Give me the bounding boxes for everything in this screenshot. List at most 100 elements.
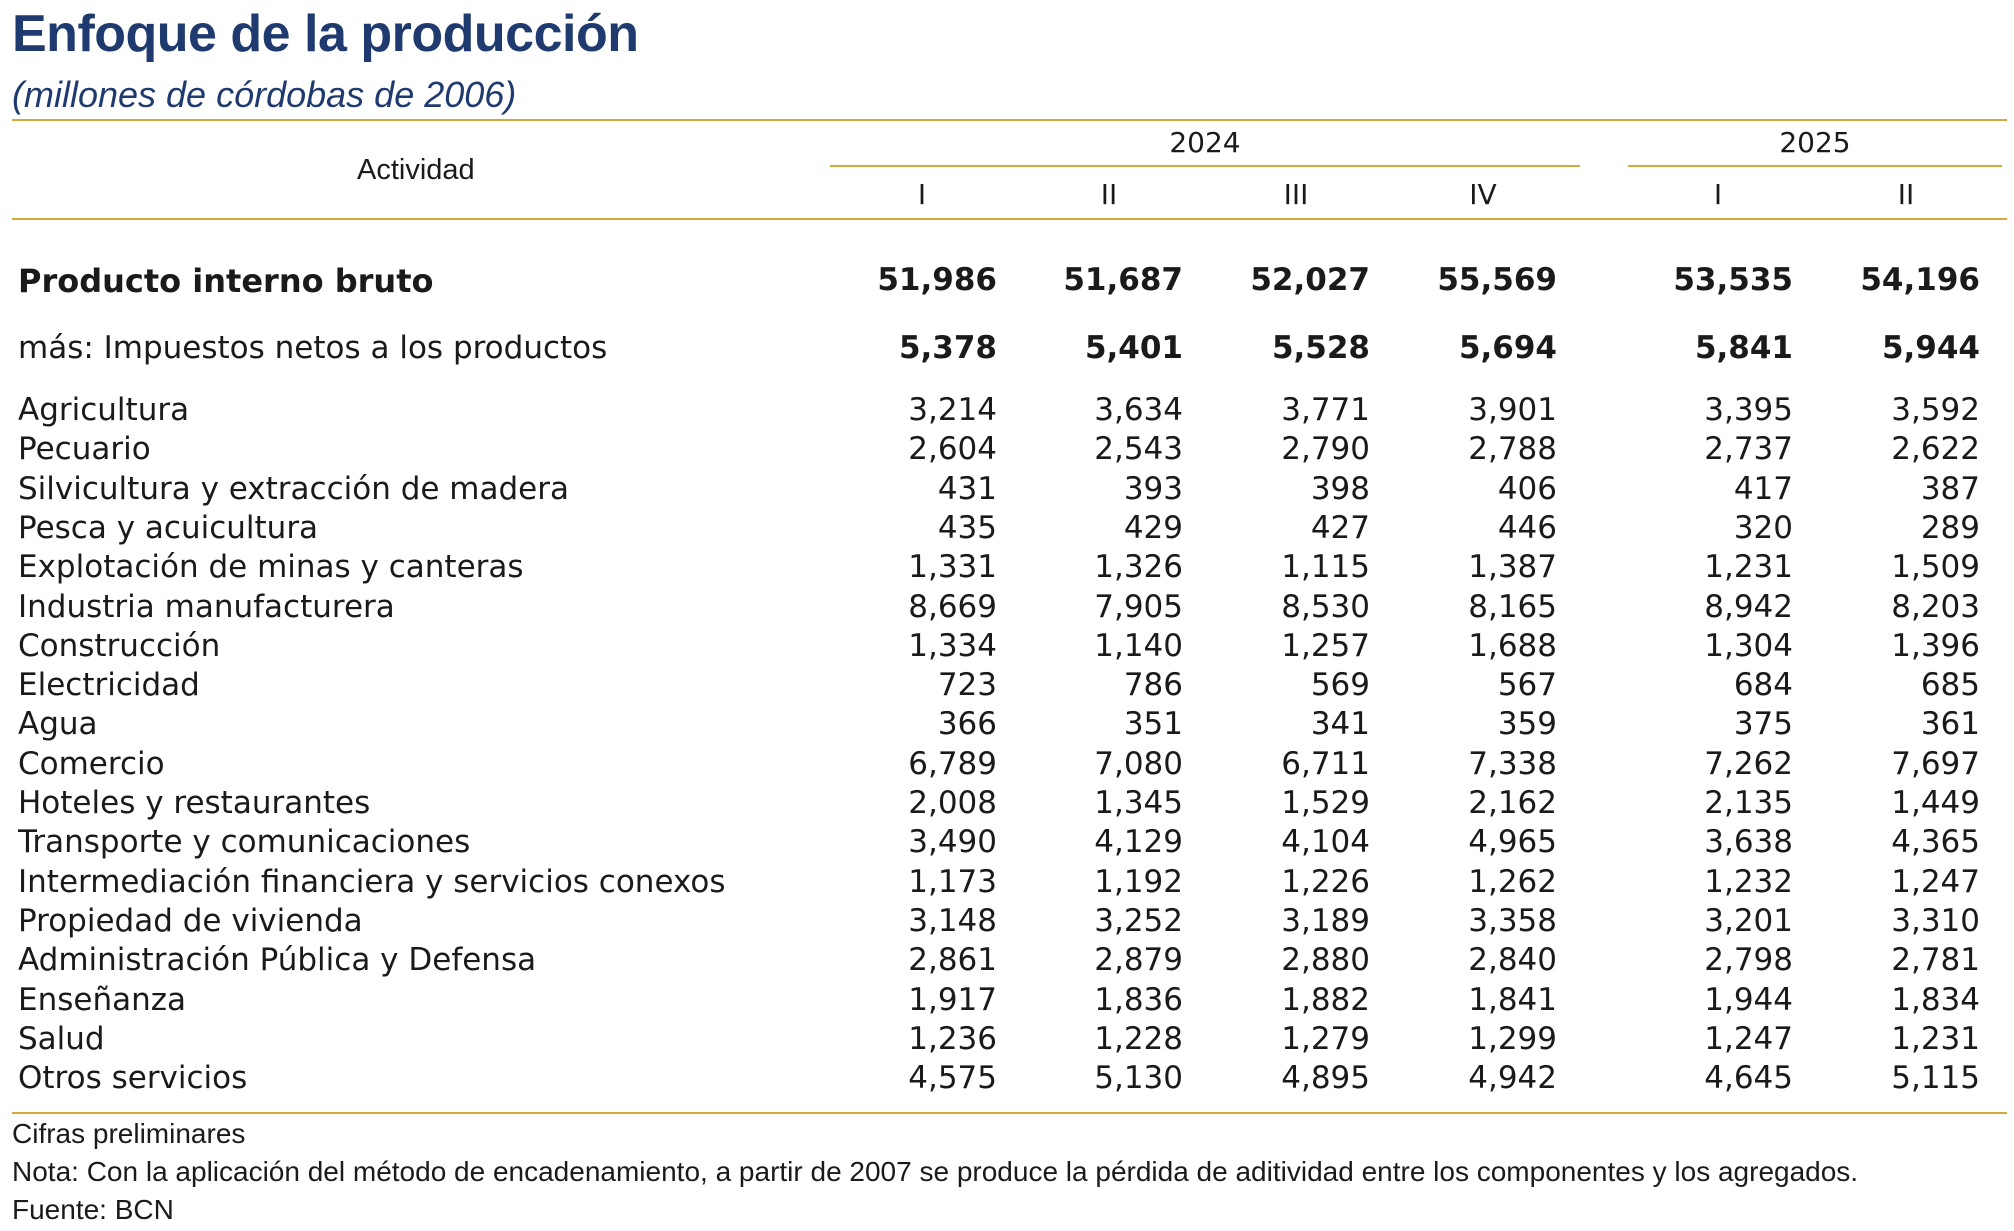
cell-value: 5,115 (1891, 1060, 1980, 1097)
cell-value: 1,236 (908, 1020, 997, 1057)
row-label: Agricultura (18, 392, 190, 428)
cell-value: 3,214 (908, 392, 997, 428)
cell-value: 1,247 (1891, 863, 1980, 900)
cell-value: 5,401 (1084, 330, 1183, 366)
cell-value: 3,592 (1891, 392, 1980, 428)
top-rule (12, 119, 2007, 121)
cell-value: 4,575 (908, 1060, 997, 1097)
cell-value: 7,905 (1094, 588, 1183, 625)
cell-value: 54,196 (1860, 262, 1980, 298)
cell-value: 4,942 (1468, 1060, 1557, 1097)
row-label: Agua (18, 706, 98, 743)
cell-value: 375 (1733, 706, 1793, 743)
row-label: Pesca y acuicultura (18, 509, 319, 546)
cell-value: 8,942 (1704, 588, 1793, 625)
cell-value: 1,304 (1704, 627, 1793, 664)
row-label: Propiedad de vivienda (18, 902, 363, 939)
row-label: más: Impuestos netos a los productos (18, 330, 608, 366)
table-row: Propiedad de vivienda 3,148 3,252 3,189 3,35… (0, 903, 2014, 943)
cell-value: 446 (1497, 509, 1557, 546)
cell-value: 8,203 (1891, 588, 1980, 625)
cell-value: 393 (1123, 470, 1183, 507)
cell-value: 5,694 (1458, 330, 1557, 366)
cell-value: 1,231 (1704, 549, 1793, 586)
cell-value: 3,148 (908, 902, 997, 939)
cell-value: 567 (1497, 667, 1557, 704)
year-rule-2025 (1628, 165, 2002, 167)
row-label: Salud (18, 1020, 105, 1057)
cell-value: 3,252 (1094, 902, 1183, 939)
cell-value: 1,449 (1891, 785, 1980, 821)
row-label: Otros servicios (18, 1060, 248, 1097)
cell-value: 2,781 (1891, 942, 1980, 979)
row-label: Pecuario (18, 431, 151, 468)
quarter-header: I (917, 178, 927, 211)
cell-value: 398 (1310, 470, 1370, 507)
cell-value: 2,861 (908, 942, 997, 979)
row-label: Silvicultura y extracción de madera (18, 470, 569, 507)
cell-value: 1,173 (908, 863, 997, 900)
cell-value: 4,645 (1704, 1060, 1793, 1097)
cell-value: 435 (937, 509, 997, 546)
cell-value: 4,104 (1281, 824, 1370, 861)
cell-value: 3,901 (1468, 392, 1557, 428)
cell-value: 2,135 (1704, 785, 1793, 821)
cell-value: 3,771 (1281, 392, 1370, 428)
cell-value: 5,130 (1094, 1060, 1183, 1097)
cell-value: 7,080 (1094, 745, 1183, 782)
cell-value: 1,231 (1891, 1020, 1980, 1057)
cell-value: 2,622 (1891, 431, 1980, 468)
row-label: Construcción (18, 627, 221, 664)
year-rule-2024 (830, 165, 1580, 167)
cell-value: 3,201 (1704, 902, 1793, 939)
table-row: Otros servicios 4,575 5,130 4,895 4,942 4,645… (0, 1060, 2014, 1100)
cell-value: 3,358 (1468, 902, 1557, 939)
cell-value: 1,396 (1891, 627, 1980, 664)
cell-value: 1,262 (1468, 863, 1557, 900)
row-label: Producto interno bruto (18, 262, 434, 300)
header-bottom-rule (12, 218, 2007, 220)
cell-value: 4,895 (1281, 1060, 1370, 1097)
cell-value: 1,257 (1281, 627, 1370, 664)
cell-value: 1,944 (1704, 981, 1793, 1018)
cell-value: 5,841 (1694, 330, 1793, 366)
cell-value: 1,882 (1281, 981, 1370, 1018)
cell-value: 1,334 (908, 627, 997, 664)
table-row: Industria manufacturera 8,669 7,905 8,530 8,… (0, 589, 2014, 629)
cell-value: 289 (1920, 509, 1980, 546)
table-row: Agricultura 3,214 3,634 3,771 3,901 3,395 3,59… (0, 392, 2014, 432)
quarter-header: II (1897, 178, 1915, 211)
quarter-header: II (1100, 178, 1118, 211)
cell-value: 2,162 (1468, 785, 1557, 821)
page-title: Enfoque de la producción (12, 5, 639, 63)
cell-value: 1,115 (1281, 549, 1370, 586)
cell-value: 8,530 (1281, 588, 1370, 625)
cell-value: 7,697 (1891, 745, 1980, 782)
cell-value: 8,165 (1468, 588, 1557, 625)
cell-value: 1,331 (908, 549, 997, 586)
cell-value: 1,226 (1281, 863, 1370, 900)
row-label: Hoteles y restaurantes (18, 785, 371, 821)
cell-value: 320 (1733, 509, 1793, 546)
row-label: Comercio (18, 745, 165, 782)
cell-value: 5,378 (898, 330, 997, 366)
cell-value: 1,529 (1281, 785, 1370, 821)
cell-value: 52,027 (1250, 262, 1370, 298)
cell-value: 1,228 (1094, 1020, 1183, 1057)
cell-value: 685 (1920, 667, 1980, 704)
cell-value: 4,129 (1094, 824, 1183, 861)
cell-value: 406 (1497, 470, 1557, 507)
footnote-source: Fuente: BCN (12, 1194, 174, 1225)
table-row: Salud 1,236 1,228 1,279 1,299 1,247 1,231 (0, 1021, 2014, 1061)
cell-value: 3,638 (1704, 824, 1793, 861)
table-row: Hoteles y restaurantes 2,008 1,345 1,529 2,1… (0, 785, 2014, 825)
cell-value: 2,879 (1094, 942, 1183, 979)
table-row: Pesca y acuicultura 435 429 427 446 320 289 (0, 510, 2014, 550)
cell-value: 723 (937, 667, 997, 704)
row-label: Enseñanza (18, 981, 187, 1018)
cell-value: 359 (1497, 706, 1557, 743)
cell-value: 1,688 (1468, 627, 1557, 664)
cell-value: 2,798 (1704, 942, 1793, 979)
cell-value: 417 (1733, 470, 1793, 507)
cell-value: 53,535 (1673, 262, 1793, 298)
